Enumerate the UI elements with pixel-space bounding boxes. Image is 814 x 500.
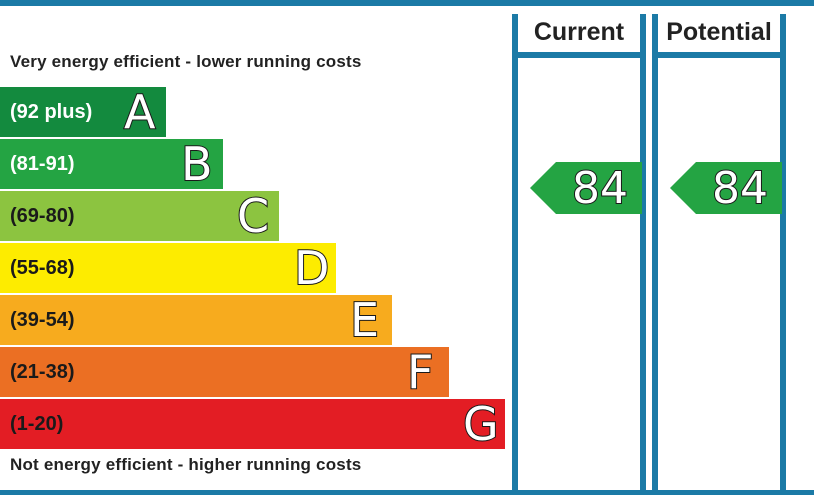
current-rating-value: 84 bbox=[571, 162, 629, 215]
band-range-label: (81-91) bbox=[10, 153, 75, 175]
band-e: (39-54) E bbox=[0, 292, 392, 348]
band-a: (92 plus) A bbox=[0, 84, 166, 140]
potential-rating-value: 84 bbox=[711, 162, 769, 215]
potential-arrow-shape bbox=[670, 162, 782, 214]
band-b: (81-91) B bbox=[0, 136, 223, 192]
current-column: Current 84 bbox=[512, 14, 646, 490]
current-arrow-shape bbox=[530, 162, 642, 214]
potential-column: Potential 84 bbox=[652, 14, 786, 490]
band-f: (21-38) F bbox=[0, 344, 449, 400]
band-range-label: (39-54) bbox=[10, 309, 75, 331]
band-c: (69-80) C bbox=[0, 188, 279, 244]
band-letter: A bbox=[123, 84, 156, 140]
band-letter: D bbox=[293, 240, 330, 296]
band-letter: G bbox=[462, 396, 500, 452]
bottom-caption: Not energy efficient - higher running co… bbox=[10, 455, 362, 474]
band-range-label: (21-38) bbox=[10, 361, 75, 383]
band-d: (55-68) D bbox=[0, 240, 336, 296]
bottom-border bbox=[0, 490, 814, 495]
band-range-label: (92 plus) bbox=[10, 101, 93, 123]
band-range-label: (69-80) bbox=[10, 205, 75, 227]
band-letter: F bbox=[406, 344, 435, 400]
band-g: (1-20) G bbox=[0, 396, 505, 452]
top-border bbox=[0, 0, 814, 6]
band-letter: E bbox=[349, 292, 380, 348]
band-range-label: (55-68) bbox=[10, 257, 75, 279]
current-header: Current bbox=[518, 14, 640, 58]
band-range-label: (1-20) bbox=[10, 413, 64, 435]
potential-header: Potential bbox=[658, 14, 780, 58]
current-rating-arrow: 84 bbox=[530, 162, 642, 215]
band-letter: B bbox=[180, 136, 214, 192]
top-caption: Very energy efficient - lower running co… bbox=[10, 52, 362, 71]
band-letter: C bbox=[236, 188, 270, 244]
potential-rating-arrow: 84 bbox=[670, 162, 782, 215]
